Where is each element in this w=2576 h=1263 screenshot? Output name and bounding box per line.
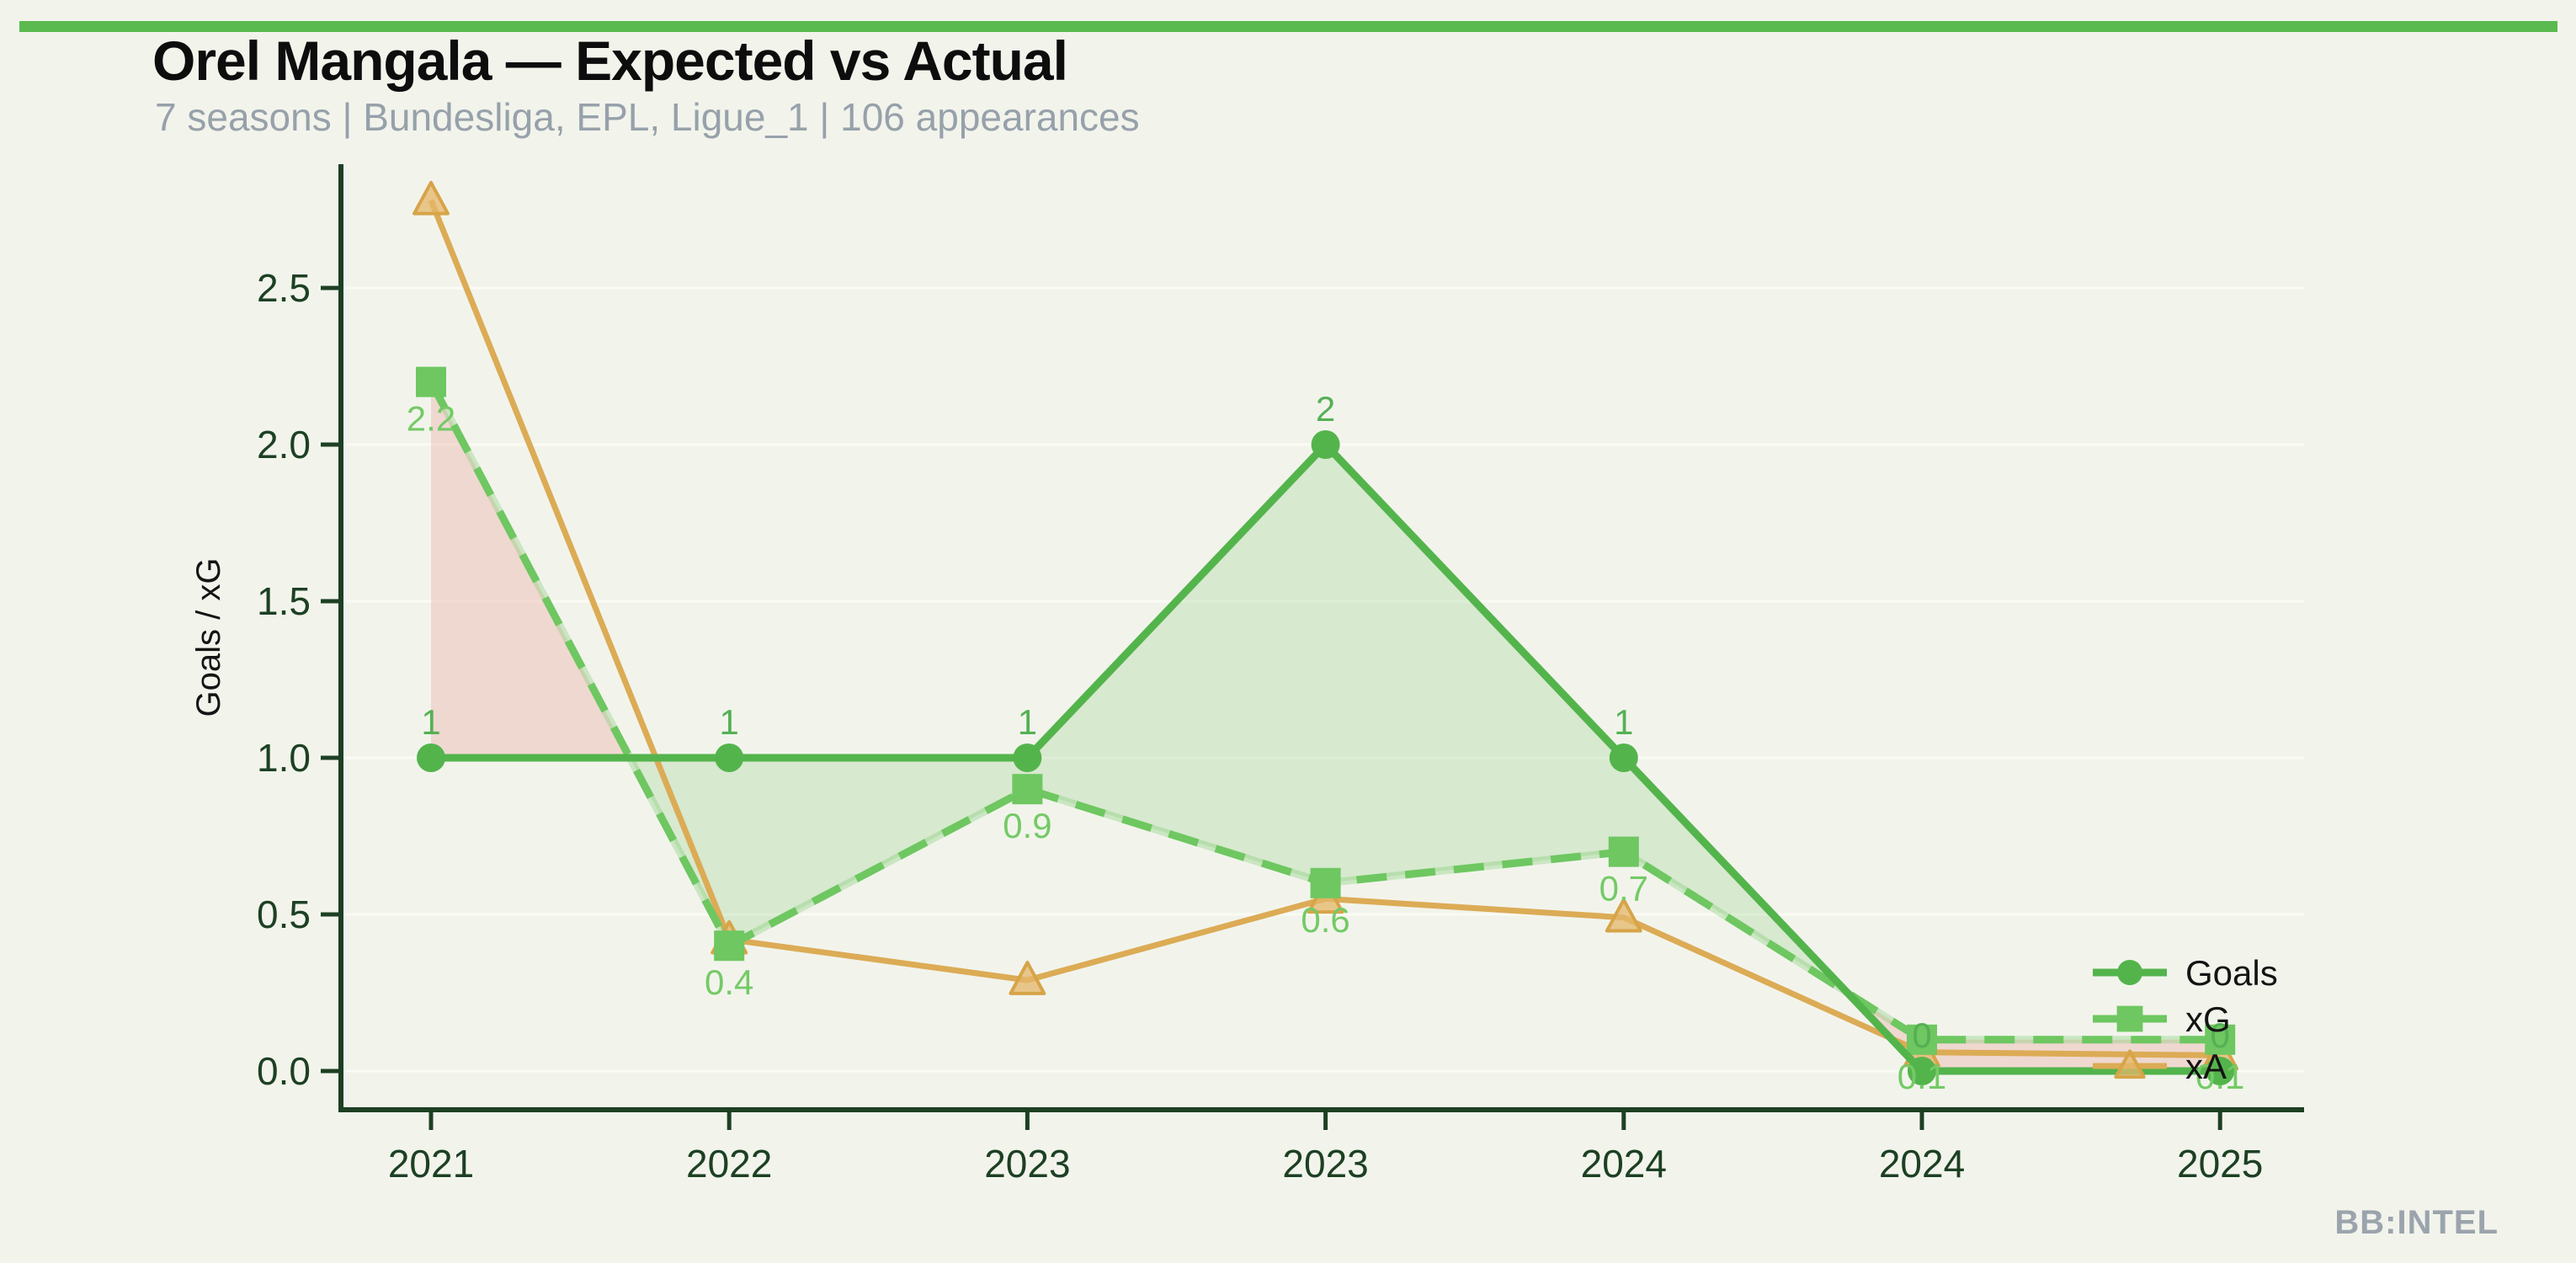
svg-text:0.1: 0.1 <box>1897 1057 1946 1096</box>
svg-text:0.6: 0.6 <box>1301 900 1349 940</box>
svg-text:xA: xA <box>2185 1047 2227 1086</box>
svg-text:1.0: 1.0 <box>257 736 311 780</box>
svg-text:xG: xG <box>2185 999 2231 1039</box>
svg-text:1.5: 1.5 <box>257 579 311 623</box>
svg-text:2: 2 <box>1316 389 1335 429</box>
xg-series <box>416 366 2236 1055</box>
svg-text:0.7: 0.7 <box>1599 869 1648 909</box>
legend-item-xa: xA <box>2093 1047 2227 1086</box>
svg-text:1: 1 <box>720 702 739 742</box>
svg-text:2022: 2022 <box>686 1142 772 1186</box>
svg-text:2024: 2024 <box>1879 1142 1965 1186</box>
y-axis-title: Goals / xG <box>190 558 227 717</box>
svg-text:Goals: Goals <box>2185 953 2278 993</box>
svg-text:2024: 2024 <box>1581 1142 1667 1186</box>
accent-bar <box>19 21 2557 32</box>
svg-text:2025: 2025 <box>2177 1142 2263 1186</box>
svg-text:2021: 2021 <box>388 1142 474 1186</box>
legend: Goals xG xA <box>2093 953 2278 1086</box>
svg-text:Goals / xG: Goals / xG <box>190 558 227 717</box>
page-title: Orel Mangala — Expected vs Actual <box>152 29 1068 92</box>
svg-text:2.5: 2.5 <box>257 266 311 310</box>
svg-text:0: 0 <box>2211 1015 2230 1055</box>
svg-text:1: 1 <box>1614 702 1633 742</box>
legend-item-xg: xG <box>2093 999 2231 1039</box>
svg-text:2023: 2023 <box>1282 1142 1368 1186</box>
tick-marks <box>321 285 2222 1130</box>
watermark: BB:INTEL <box>2334 1204 2499 1241</box>
svg-text:0.5: 0.5 <box>257 893 311 936</box>
performance-bands <box>431 381 2221 1071</box>
svg-text:0.1: 0.1 <box>2195 1057 2244 1096</box>
svg-text:0.0: 0.0 <box>257 1049 311 1093</box>
goals-series <box>417 430 2235 1085</box>
svg-text:2.2: 2.2 <box>407 399 455 439</box>
svg-text:2023: 2023 <box>984 1142 1070 1186</box>
axes <box>338 164 2304 1112</box>
svg-text:0: 0 <box>1912 1015 1931 1055</box>
page-subtitle: 7 seasons | Bundesliga, EPL, Ligue_1 | 1… <box>155 95 1140 139</box>
data-labels: 1 1 1 2 1 0 0 2.2 0.4 0.9 0.6 0.7 0.1 0.1 <box>407 389 2245 1096</box>
legend-item-goals: Goals <box>2093 953 2278 993</box>
svg-text:0.4: 0.4 <box>705 962 753 1002</box>
svg-text:2.0: 2.0 <box>257 423 311 466</box>
svg-text:1: 1 <box>421 702 440 742</box>
svg-text:1: 1 <box>1018 702 1037 742</box>
svg-text:0.9: 0.9 <box>1003 806 1051 845</box>
